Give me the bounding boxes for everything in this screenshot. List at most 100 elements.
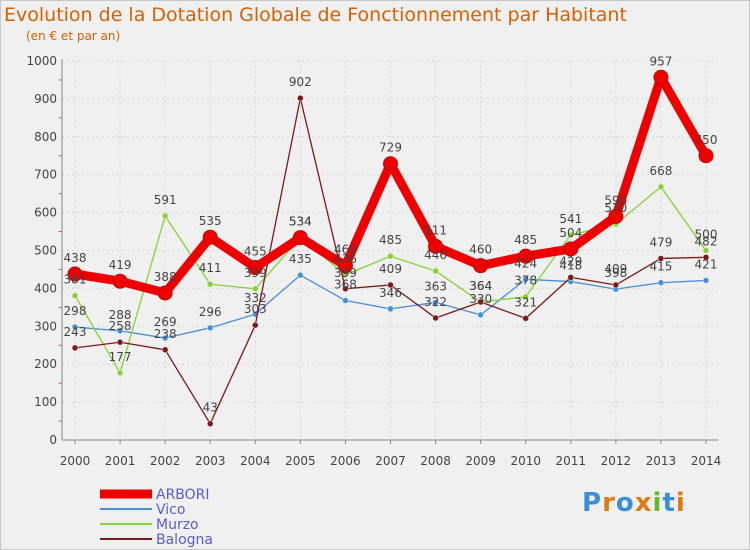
data-label: 332 bbox=[244, 291, 267, 305]
x-tick-label: 2012 bbox=[601, 454, 632, 468]
data-point bbox=[292, 230, 308, 246]
data-label: 455 bbox=[244, 245, 267, 259]
data-label: 957 bbox=[649, 54, 672, 68]
data-point bbox=[387, 252, 394, 260]
data-point bbox=[563, 241, 579, 257]
y-tick-label: 800 bbox=[34, 130, 57, 144]
y-tick-label: 300 bbox=[34, 319, 57, 333]
x-tick-label: 2007 bbox=[375, 454, 406, 468]
data-point bbox=[522, 315, 529, 322]
data-point bbox=[432, 314, 439, 322]
legend-label: Murzo bbox=[156, 517, 199, 533]
logo-letter: o bbox=[615, 488, 635, 518]
data-point bbox=[657, 255, 665, 262]
data-label: 409 bbox=[604, 262, 627, 276]
logo-letter: x bbox=[634, 488, 653, 518]
data-label: 363 bbox=[424, 279, 447, 293]
data-label: 288 bbox=[109, 308, 132, 322]
data-point bbox=[522, 276, 529, 283]
data-point bbox=[71, 323, 79, 331]
data-label: 177 bbox=[109, 350, 132, 364]
data-point bbox=[161, 334, 169, 342]
data-point bbox=[67, 266, 83, 282]
data-label: 411 bbox=[199, 261, 222, 275]
y-tick-label: 700 bbox=[34, 168, 57, 182]
logo-letter: i bbox=[675, 488, 686, 518]
series-balogna bbox=[71, 94, 710, 427]
data-point bbox=[157, 285, 173, 301]
data-point bbox=[252, 321, 259, 329]
y-tick-label: 900 bbox=[34, 92, 57, 106]
data-label: 534 bbox=[289, 215, 312, 229]
data-point bbox=[698, 148, 714, 164]
data-label: 43 bbox=[203, 401, 218, 415]
data-point bbox=[116, 369, 124, 377]
data-point bbox=[387, 281, 394, 289]
data-point bbox=[383, 156, 398, 172]
chart-subtitle: (en € et par an) bbox=[26, 29, 121, 43]
data-point bbox=[473, 258, 489, 274]
data-point bbox=[71, 344, 79, 352]
data-label: 298 bbox=[64, 304, 87, 318]
x-tick-label: 2011 bbox=[556, 454, 587, 468]
data-label: 421 bbox=[695, 257, 718, 271]
x-tick-label: 2013 bbox=[646, 454, 677, 468]
x-tick-label: 2002 bbox=[150, 454, 181, 468]
logo-letter: i bbox=[652, 488, 663, 518]
data-point bbox=[432, 299, 439, 306]
data-label: 378 bbox=[514, 274, 537, 288]
data-label: 269 bbox=[154, 315, 177, 329]
data-label: 436 bbox=[334, 252, 357, 266]
data-label: 296 bbox=[199, 305, 222, 319]
data-point bbox=[247, 260, 263, 276]
data-point bbox=[477, 311, 484, 319]
data-label: 238 bbox=[154, 327, 177, 341]
data-point bbox=[112, 273, 128, 289]
data-label: 535 bbox=[199, 214, 222, 228]
data-label: 729 bbox=[379, 141, 402, 155]
data-label: 541 bbox=[559, 212, 582, 226]
y-tick-label: 200 bbox=[34, 357, 57, 371]
data-point bbox=[387, 305, 394, 313]
labels-balogna: 243 258 238 43 303 902 399 409 322 364 321 429 409 47… bbox=[64, 75, 718, 415]
data-point bbox=[612, 281, 620, 289]
data-label: 504 bbox=[559, 226, 582, 240]
data-point bbox=[477, 298, 484, 306]
data-label: 399 bbox=[244, 266, 267, 280]
data-point bbox=[702, 247, 710, 254]
data-label: 511 bbox=[424, 223, 447, 237]
data-label: 668 bbox=[649, 164, 672, 178]
data-label: 419 bbox=[109, 258, 132, 272]
x-tick-label: 2004 bbox=[240, 454, 271, 468]
logo-letter: P bbox=[582, 488, 603, 518]
data-label: 409 bbox=[379, 262, 402, 276]
data-label: 368 bbox=[334, 278, 357, 292]
x-tick-label: 2005 bbox=[285, 454, 316, 468]
y-tick-label: 100 bbox=[34, 395, 57, 409]
series-arbori bbox=[67, 69, 714, 301]
data-label: 570 bbox=[604, 201, 627, 215]
y-tick-label: 600 bbox=[34, 206, 57, 220]
data-point bbox=[657, 183, 665, 191]
data-point bbox=[206, 280, 214, 288]
y-tick-label: 500 bbox=[34, 244, 57, 258]
x-tick-label: 2001 bbox=[105, 454, 136, 468]
x-tick-label: 2010 bbox=[510, 454, 541, 468]
data-label: 429 bbox=[559, 254, 582, 268]
data-label: 424 bbox=[514, 256, 537, 270]
data-point bbox=[252, 285, 259, 293]
data-label: 364 bbox=[469, 279, 492, 293]
data-point bbox=[518, 248, 534, 264]
data-label: 415 bbox=[649, 260, 672, 274]
data-point bbox=[657, 279, 665, 286]
x-tick-label: 2003 bbox=[195, 454, 226, 468]
data-label: 482 bbox=[695, 234, 718, 248]
data-label: 485 bbox=[379, 233, 402, 247]
data-point bbox=[337, 258, 353, 274]
data-label: 346 bbox=[379, 286, 402, 300]
y-tick-label: 400 bbox=[34, 281, 57, 295]
data-point bbox=[206, 420, 214, 427]
data-label: 388 bbox=[154, 270, 177, 284]
